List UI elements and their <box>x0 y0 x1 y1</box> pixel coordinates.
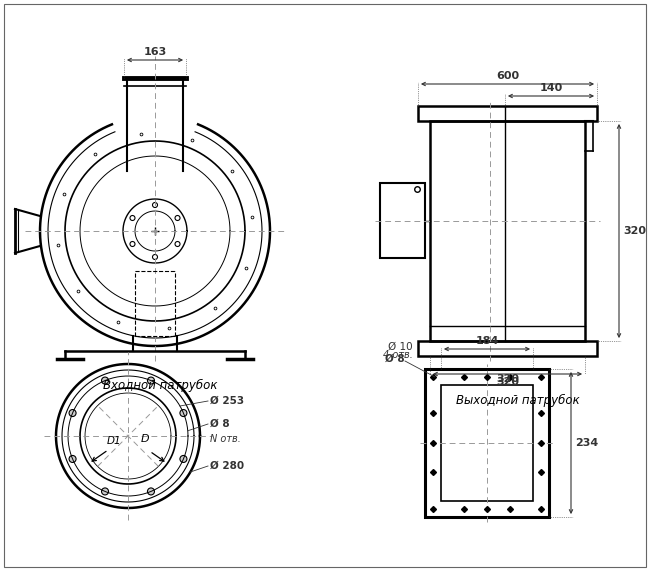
Text: Ø 8: Ø 8 <box>385 354 405 364</box>
Text: 600: 600 <box>496 71 519 81</box>
Text: D: D <box>140 435 149 444</box>
Text: Ø 10: Ø 10 <box>389 341 413 352</box>
Circle shape <box>130 215 135 220</box>
Circle shape <box>175 215 180 220</box>
Bar <box>418 106 597 121</box>
Circle shape <box>69 456 76 463</box>
Text: Выходной патрубок: Выходной патрубок <box>456 394 579 407</box>
Circle shape <box>101 377 109 384</box>
Bar <box>441 385 533 501</box>
Circle shape <box>69 409 76 416</box>
Text: 184: 184 <box>475 336 499 346</box>
Text: 163: 163 <box>144 47 166 57</box>
Text: Ø 8: Ø 8 <box>210 419 229 429</box>
Text: D1: D1 <box>107 436 122 446</box>
Text: 4 отв.: 4 отв. <box>383 351 413 360</box>
Circle shape <box>101 488 109 495</box>
Circle shape <box>130 242 135 247</box>
Circle shape <box>153 203 157 207</box>
Circle shape <box>148 488 155 495</box>
Circle shape <box>175 242 180 247</box>
Text: 234: 234 <box>575 438 598 448</box>
Bar <box>418 341 597 356</box>
Circle shape <box>148 377 155 384</box>
Circle shape <box>153 255 157 259</box>
Text: 320: 320 <box>496 374 519 384</box>
Bar <box>380 183 425 258</box>
Text: 320: 320 <box>496 377 519 387</box>
Text: Ø 253: Ø 253 <box>210 396 244 406</box>
Text: N отв.: N отв. <box>210 434 241 444</box>
Text: Входной патрубок: Входной патрубок <box>103 379 217 392</box>
Circle shape <box>180 456 187 463</box>
Circle shape <box>180 409 187 416</box>
Bar <box>430 121 585 341</box>
Text: Ø 280: Ø 280 <box>210 461 244 471</box>
Bar <box>425 369 549 517</box>
Text: 320: 320 <box>623 226 646 236</box>
Text: 140: 140 <box>540 83 563 93</box>
